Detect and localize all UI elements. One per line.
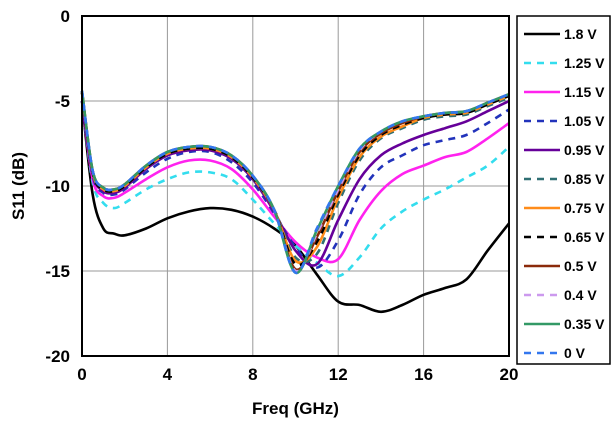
x-tick-label: 8 xyxy=(248,365,257,384)
y-tick-labels: 0 -5 -10 -15 -20 xyxy=(45,7,70,366)
x-tick-label: 20 xyxy=(500,365,519,384)
legend-label: 1.15 V xyxy=(564,84,605,100)
y-tick-label: -20 xyxy=(45,347,70,366)
series-line xyxy=(80,100,510,278)
legend-box xyxy=(516,15,611,365)
legend-label: 1.05 V xyxy=(564,113,605,129)
y-axis-title: S11 (dB) xyxy=(9,152,28,220)
series-line xyxy=(80,100,511,314)
y-tick-label: -5 xyxy=(55,92,70,111)
series-line xyxy=(80,100,510,264)
series-line xyxy=(80,100,510,269)
legend-label: 0.95 V xyxy=(564,142,605,158)
series-line xyxy=(80,92,510,265)
series-lines xyxy=(80,90,511,314)
legend-label: 0.75 V xyxy=(564,200,605,216)
x-tick-label: 12 xyxy=(329,365,348,384)
series-line xyxy=(80,92,510,264)
y-tick-label: 0 xyxy=(61,7,70,26)
x-axis-title: Freq (GHz) xyxy=(252,399,339,418)
legend-label: 1.8 V xyxy=(564,26,597,42)
x-tick-label: 0 xyxy=(77,365,86,384)
x-tick-label: 16 xyxy=(414,365,433,384)
legend-label: 1.25 V xyxy=(564,55,605,71)
legend-label: 0.5 V xyxy=(564,258,597,274)
series-line xyxy=(80,90,510,274)
y-tick-label: -10 xyxy=(45,177,70,196)
legend: 1.8 V 1.25 V 1.15 V 1.05 V 0.95 V 0.85 V 0.75 … xyxy=(516,15,611,365)
plot-frame xyxy=(81,15,510,357)
y-tick-label: -15 xyxy=(45,262,70,281)
x-tick-label: 4 xyxy=(163,365,173,384)
x-tick-labels: 0 4 8 12 16 20 xyxy=(77,365,518,384)
legend-label: 0.35 V xyxy=(564,316,605,332)
legend-label: 0.4 V xyxy=(564,287,597,303)
legend-label: 0.85 V xyxy=(564,171,605,187)
legend-label: 0 V xyxy=(564,345,586,361)
grid-lines xyxy=(81,15,510,357)
legend-label: 0.65 V xyxy=(564,229,605,245)
